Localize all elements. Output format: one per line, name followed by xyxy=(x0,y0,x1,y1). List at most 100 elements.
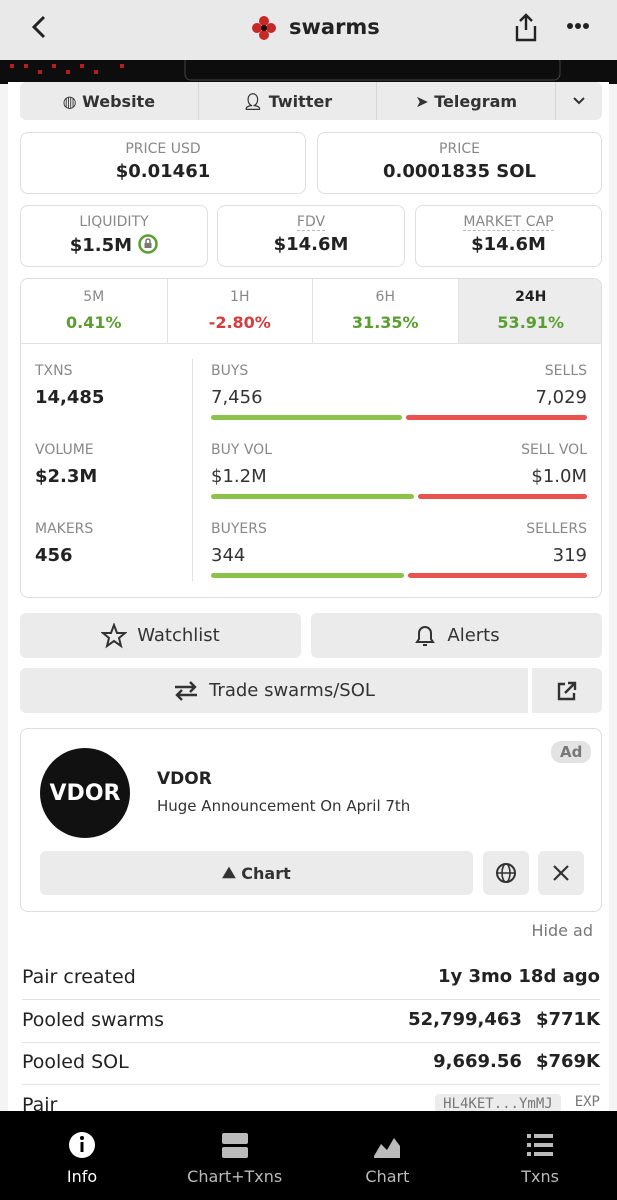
card-label: PRICE USD xyxy=(125,141,201,157)
card-value: $0.01461 xyxy=(115,161,211,182)
banner-pattern xyxy=(10,55,561,81)
trade-button[interactable]: Trade swarms/SOL xyxy=(20,668,528,713)
button-label: Chart xyxy=(241,863,291,883)
buy-bar xyxy=(211,415,403,420)
share-button[interactable] xyxy=(513,12,539,44)
alerts-button[interactable]: Alerts xyxy=(311,613,602,658)
period-tab[interactable]: 5M 0.41% xyxy=(21,279,167,343)
nav-tab[interactable]: Chart+Txns xyxy=(175,1111,295,1200)
sell-value: 7,029 xyxy=(535,387,587,408)
website-link[interactable]: ◍ Website xyxy=(20,82,199,120)
buy-bar xyxy=(211,573,404,578)
info-value: 52,799,463 xyxy=(408,1008,522,1030)
period-label: 6H xyxy=(375,289,395,305)
nav-label: Info xyxy=(66,1167,98,1186)
ad-website-button[interactable] xyxy=(483,851,529,895)
nav-label: Chart+Txns xyxy=(187,1167,283,1186)
link-bar: ◍ Website 👤︎ Twitter ➤ Telegram xyxy=(20,82,602,120)
token-title: swarms xyxy=(289,15,380,39)
period-change: 53.91% xyxy=(497,313,565,332)
price-card: PRICE 0.0001835 SOL xyxy=(317,132,602,194)
stat-value: 456 xyxy=(35,545,73,566)
info-label: Pair xyxy=(22,1093,58,1116)
info-value: $769K xyxy=(535,1051,600,1072)
separator xyxy=(22,1084,600,1085)
nav-label: Txns xyxy=(521,1167,559,1186)
nav-tab[interactable]: Chart xyxy=(327,1111,447,1200)
link-label: Telegram xyxy=(434,91,518,111)
sell-label: SELLERS xyxy=(526,521,587,537)
nav-icon xyxy=(221,1133,248,1158)
card-label: FDV xyxy=(296,214,326,231)
button-label: Trade swarms/SOL xyxy=(209,680,375,701)
back-button[interactable] xyxy=(28,14,50,40)
sell-label: SELLS xyxy=(544,363,587,379)
link-label: Twitter xyxy=(268,91,333,111)
card-value: 0.0001835 SOL xyxy=(382,161,537,182)
info-label: Pooled SOL xyxy=(22,1051,129,1073)
card-label: LIQUIDITY xyxy=(79,214,149,230)
divider xyxy=(21,343,601,344)
ad-tag: Ad xyxy=(551,741,592,763)
activity-card: 5M 0.41% 1H -2.80% 6H 31.35% 24H 53.91% TXNS 14,4… xyxy=(20,278,602,598)
stat-label: VOLUME xyxy=(35,442,94,458)
separator xyxy=(22,1041,600,1043)
top-bar: swarms xyxy=(0,0,617,60)
buy-value: 344 xyxy=(211,545,246,566)
bottom-nav: Info Chart+Txns Chart Txns xyxy=(0,1111,617,1200)
nav-tab[interactable]: Info xyxy=(22,1111,142,1200)
telegram-link[interactable]: ➤ Telegram xyxy=(377,82,557,120)
period-tab[interactable]: 1H -2.80% xyxy=(166,279,313,343)
info-label: Pooled swarms xyxy=(22,1008,165,1031)
ad-x-button[interactable] xyxy=(538,851,584,895)
buy-value: $1.2M xyxy=(211,466,267,487)
period-change: 31.35% xyxy=(351,313,419,332)
ad-logo: VDOR xyxy=(40,748,130,838)
banner-strip xyxy=(0,55,617,84)
nav-icon xyxy=(374,1138,401,1158)
ad-card: VDOR Ad VDOR Huge Announcement On April … xyxy=(20,728,602,912)
info-value: 1y 3mo 18d ago xyxy=(437,966,600,987)
hide-ad[interactable]: Hide ad xyxy=(531,921,593,940)
buy-value: 7,456 xyxy=(211,387,263,408)
fdv-card: FDV $14.6M xyxy=(217,205,405,267)
stat-label: MAKERS xyxy=(35,521,94,537)
period-tab[interactable]: 24H 53.91% xyxy=(457,279,601,343)
watchlist-button[interactable]: Watchlist xyxy=(20,613,301,658)
ad-chart-button[interactable]: ⛰ Chart xyxy=(40,851,473,895)
expand-links[interactable] xyxy=(556,82,602,120)
period-change: -2.80% xyxy=(208,313,271,332)
more-button[interactable] xyxy=(566,20,592,32)
link-label: Website xyxy=(82,91,156,111)
price-usd-card: PRICE USD $0.01461 xyxy=(20,132,306,194)
ad-text: Huge Announcement On April 7th xyxy=(157,797,411,815)
period-tab[interactable]: 6H 31.35% xyxy=(312,279,458,343)
info-values: 1y 3mo 18d ago xyxy=(438,966,600,987)
stat-value: $2.3M xyxy=(35,466,98,487)
sell-value: $1.0M xyxy=(531,466,587,487)
info-value[interactable]: EXP xyxy=(574,1093,600,1110)
period-label: 1H xyxy=(230,289,250,305)
info-values: 52,799,463 $771K xyxy=(408,1009,600,1030)
open-trade-button[interactable] xyxy=(532,668,602,713)
ad-name: VDOR xyxy=(157,769,212,789)
twitter-link[interactable]: 👤︎ Twitter xyxy=(199,82,378,120)
stat-value: 14,485 xyxy=(35,387,105,408)
separator xyxy=(22,999,600,1000)
buy-label: BUY VOL xyxy=(211,442,273,458)
liquidity-card: LIQUIDITY $1.5M xyxy=(20,205,208,267)
liquidity-value: $1.5M xyxy=(69,235,133,256)
buy-bar xyxy=(211,494,414,499)
info-value: 9,669.56 xyxy=(433,1051,522,1072)
info-label: Pair created xyxy=(22,966,136,988)
token-icon xyxy=(252,16,276,40)
info-value[interactable]: HL4KET...YmMJ xyxy=(435,1093,561,1114)
nav-icon xyxy=(527,1134,554,1156)
button-label: Watchlist xyxy=(137,625,220,646)
nav-tab[interactable]: Txns xyxy=(480,1111,600,1200)
period-label: 24H xyxy=(515,289,547,305)
period-change: 0.41% xyxy=(65,313,122,332)
stat-label: TXNS xyxy=(35,363,73,379)
